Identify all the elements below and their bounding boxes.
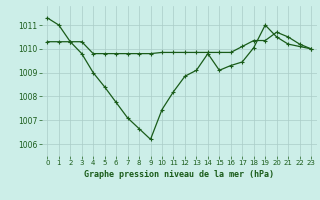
X-axis label: Graphe pression niveau de la mer (hPa): Graphe pression niveau de la mer (hPa) xyxy=(84,170,274,179)
